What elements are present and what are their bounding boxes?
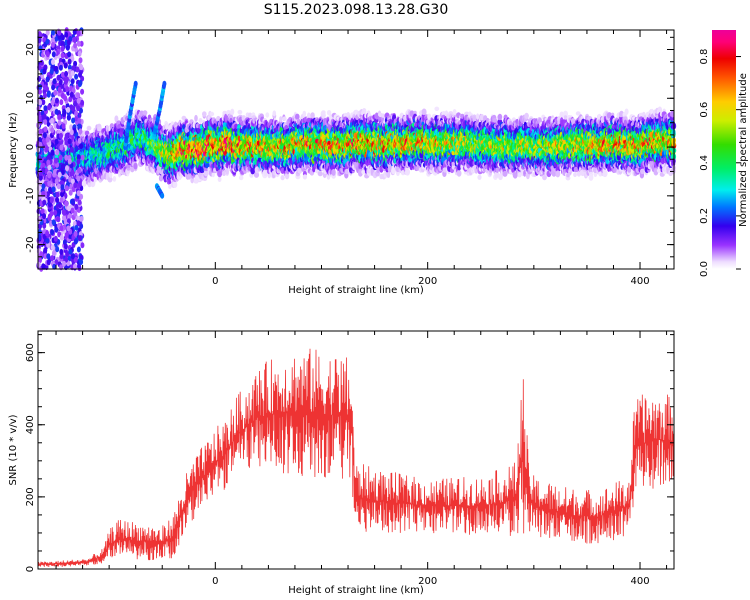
spectrogram-cell bbox=[230, 108, 235, 116]
spectrogram-cell bbox=[265, 112, 270, 118]
spectrogram-cell bbox=[263, 169, 268, 177]
spectrogram-cell bbox=[112, 176, 117, 182]
spectrogram-cell bbox=[194, 114, 198, 122]
spectrogram-cell bbox=[84, 130, 90, 136]
spectrogram-cell bbox=[172, 181, 178, 188]
spectrogram-cell bbox=[142, 110, 148, 116]
spectrogram-cell bbox=[279, 116, 283, 123]
spectrogram-cell bbox=[217, 176, 222, 182]
spectrogram-cell bbox=[282, 116, 287, 121]
spectrogram-cell bbox=[82, 179, 87, 186]
spectrogram-marks bbox=[35, 27, 677, 272]
spectrogram-cell bbox=[209, 111, 215, 117]
page-title: S115.2023.098.13.28.G30 bbox=[264, 2, 449, 18]
spectrogram-cell bbox=[86, 125, 92, 131]
spectrogram-cell bbox=[168, 184, 172, 189]
spectrogram-cell bbox=[239, 175, 244, 181]
spectrogram-cell bbox=[280, 175, 285, 181]
spectrogram-cell bbox=[237, 109, 243, 115]
spectrogram-cell bbox=[272, 110, 277, 117]
spectrogram-cell bbox=[202, 111, 207, 117]
spectrogram-cell bbox=[133, 162, 138, 170]
